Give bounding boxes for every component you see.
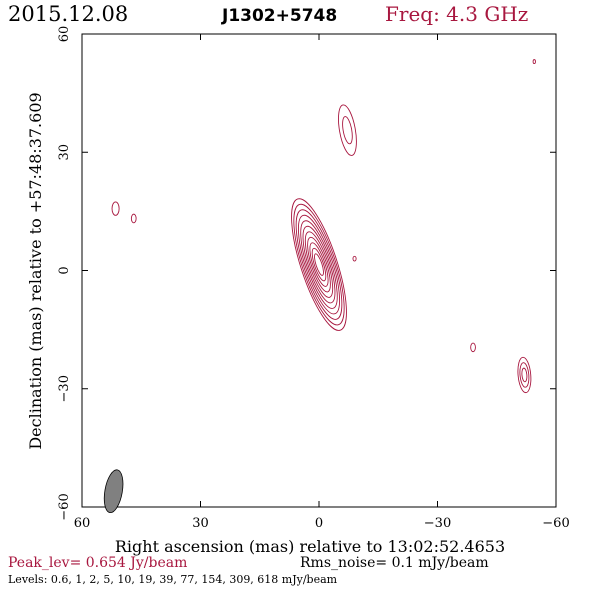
beam-ellipse: [103, 469, 124, 514]
rms-noise: Rms_noise= 0.1 mJy/beam: [300, 555, 489, 571]
y-tick-label: 60: [57, 26, 72, 43]
plot-frame: [81, 33, 557, 508]
core-contour: [293, 203, 345, 326]
frequency-label: Freq: 4.3 GHz: [385, 2, 528, 26]
y-tick-labels: −60 −30 0 30 60: [57, 26, 72, 521]
axis-ticks: [81, 33, 557, 508]
y-axis-title: Declination (mas) relative to +57:48:37.…: [26, 92, 45, 449]
component-contour: [130, 213, 137, 224]
component-contour: [338, 104, 357, 156]
x-axis-title: Right ascension (mas) relative to 13:02:…: [115, 537, 505, 556]
peak-level: Peak_lev= 0.654 Jy/beam: [8, 555, 187, 571]
core-contour: [307, 236, 331, 293]
component-contour: [517, 356, 532, 394]
x-tick-labels: 60 30 0 −30 −60: [74, 516, 570, 531]
contour-layer: [111, 59, 536, 394]
core-contour: [309, 242, 329, 287]
component-contour: [111, 201, 120, 216]
source-name: J1302+5748: [221, 6, 337, 26]
core-contour: [295, 209, 343, 320]
observation-date: 2015.12.08: [8, 2, 128, 26]
component-contour: [521, 367, 528, 383]
core-contour: [314, 253, 324, 276]
y-tick-label: −30: [57, 375, 72, 402]
x-tick-label: 30: [192, 516, 209, 531]
component-contour: [519, 362, 530, 388]
y-tick-label: 0: [57, 266, 72, 274]
y-tick-label: −60: [57, 493, 72, 520]
component-contour: [470, 342, 476, 353]
x-tick-label: 0: [315, 516, 323, 531]
core-contour: [311, 247, 327, 282]
component-contour: [342, 116, 353, 145]
x-tick-label: −60: [542, 516, 569, 531]
core-contour: [297, 214, 341, 315]
beam-shape: [103, 469, 124, 514]
component-contour: [352, 255, 357, 262]
x-tick-label: 60: [74, 516, 91, 531]
core-contour: [304, 231, 334, 298]
y-tick-label: 30: [57, 144, 72, 161]
core-contour: [300, 220, 338, 309]
core-contour: [291, 198, 347, 331]
core-contour: [302, 225, 336, 304]
contour-levels: Levels: 0.6, 1, 2, 5, 10, 19, 39, 77, 15…: [8, 573, 338, 586]
component-contour: [532, 59, 536, 65]
x-tick-label: −30: [424, 516, 451, 531]
